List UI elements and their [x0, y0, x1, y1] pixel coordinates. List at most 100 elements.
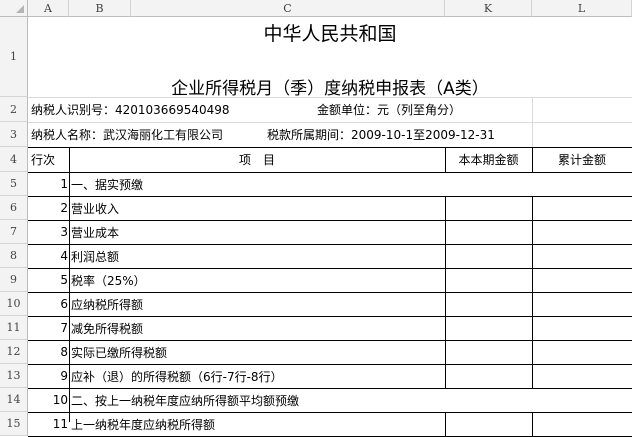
row-header[interactable]: 14 [0, 388, 28, 412]
cell-border [532, 364, 533, 388]
row-header[interactable]: 2 [0, 97, 28, 122]
row-header[interactable]: 7 [0, 220, 28, 244]
cumulative-amount-cell[interactable] [533, 221, 632, 244]
row-number: 9 [60, 369, 68, 383]
row-item: 营业收入 [71, 201, 120, 216]
cumulative-amount-cell[interactable] [533, 197, 632, 220]
row-header[interactable]: 11 [0, 316, 28, 340]
current-amount-cell[interactable] [446, 365, 532, 388]
column-header-a[interactable]: A [28, 0, 69, 17]
cell-border [532, 412, 533, 436]
cell-border [28, 412, 632, 413]
cell-border [532, 316, 533, 340]
tax-period: 税款所属期间：2009-10-1至2009-12-31 [267, 128, 495, 142]
row-header[interactable]: 3 [0, 122, 28, 147]
cumulative-amount-cell[interactable] [533, 269, 632, 292]
cell-border [28, 268, 632, 269]
row-number: 8 [60, 345, 68, 359]
cell-border [28, 340, 632, 341]
cell-border [445, 340, 446, 364]
current-amount-cell[interactable] [446, 197, 532, 220]
cell-border [69, 147, 70, 422]
cell-border [445, 268, 446, 292]
taxpayer-id: 纳税人识别号：420103669540498 [31, 103, 230, 117]
cell-border [445, 244, 446, 268]
cumulative-amount-cell[interactable] [533, 365, 632, 388]
cell-border [28, 172, 632, 173]
current-amount-cell[interactable] [446, 293, 532, 316]
row-number: 6 [60, 297, 68, 311]
row-number: 7 [60, 321, 68, 335]
select-all-corner[interactable] [0, 0, 28, 17]
cell-border [532, 340, 533, 364]
cell-border [532, 147, 533, 172]
current-amount-cell[interactable] [446, 245, 532, 268]
row-item: 二、按上一纳税年度应纳所得额平均额预缴 [71, 393, 300, 408]
row-number: 11 [52, 417, 68, 431]
header-current-amount: 本本期金额 [458, 153, 519, 167]
row-header[interactable]: 5 [0, 172, 28, 196]
row-item: 利润总额 [71, 249, 120, 264]
column-header-c[interactable]: C [131, 0, 445, 17]
cell-border [532, 244, 533, 268]
row-header[interactable]: 12 [0, 340, 28, 364]
cell-border [445, 220, 446, 244]
cell-border [445, 364, 446, 388]
cell-border [532, 220, 533, 244]
row-number: 10 [52, 393, 68, 407]
row-item: 应纳税所得额 [71, 297, 144, 312]
title-line-2: 企业所得税月（季）度纳税申报表（A类） [171, 78, 489, 99]
column-header-b[interactable]: B [69, 0, 131, 17]
current-amount-cell[interactable] [446, 317, 532, 340]
cumulative-amount-cell[interactable] [533, 245, 632, 268]
cumulative-amount-cell[interactable] [533, 413, 632, 436]
row-number: 2 [60, 201, 68, 215]
cell-border [28, 292, 632, 293]
cell-border [445, 147, 446, 172]
cell-border [28, 388, 632, 389]
current-amount-cell[interactable] [446, 341, 532, 364]
current-amount-cell[interactable] [446, 413, 532, 436]
row-header[interactable]: 6 [0, 196, 28, 220]
row-header[interactable]: 10 [0, 292, 28, 316]
current-amount-cell[interactable] [446, 269, 532, 292]
cumulative-amount-cell[interactable] [533, 293, 632, 316]
row-item: 实际已缴所得税额 [71, 345, 168, 360]
cumulative-amount-cell[interactable] [533, 341, 632, 364]
row-number: 1 [60, 177, 68, 191]
row-number: 4 [60, 249, 68, 263]
cell-border [445, 196, 446, 220]
taxpayer-name: 纳税人名称：武汉海丽化工有限公司 [31, 128, 224, 142]
row-header[interactable]: 4 [0, 147, 28, 172]
cumulative-amount-cell[interactable] [533, 317, 632, 340]
row-item: 税率（25%） [71, 273, 146, 288]
row-item: 上一纳税年度应纳税所得额 [71, 417, 216, 432]
row-header[interactable]: 15 [0, 412, 28, 436]
header-item: 项 目 [238, 153, 275, 167]
row-number: 3 [60, 225, 68, 239]
cell-border [28, 364, 632, 365]
row-item: 一、据实预缴 [71, 177, 144, 192]
cell-border [28, 316, 632, 317]
row-item: 减免所得税额 [71, 321, 144, 336]
title-line-1: 中华人民共和国 [263, 22, 397, 45]
row-header[interactable]: 9 [0, 268, 28, 292]
row-header[interactable]: 8 [0, 244, 28, 268]
current-amount-cell[interactable] [446, 221, 532, 244]
cell-border [28, 196, 632, 197]
header-cumulative-amount: 累计金额 [557, 153, 606, 167]
cell-border [445, 292, 446, 316]
cell-border [532, 268, 533, 292]
header-row-no: 行次 [31, 153, 56, 167]
column-header-l[interactable]: L [532, 0, 632, 17]
cell-border [445, 316, 446, 340]
column-header-k[interactable]: K [445, 0, 532, 17]
amount-unit: 金额单位：元（列至角分） [317, 103, 462, 117]
cell-border [28, 147, 632, 148]
row-header[interactable]: 1 [0, 17, 28, 97]
cell-border [532, 196, 533, 220]
cell-border [532, 292, 533, 316]
row-number: 5 [60, 273, 68, 287]
row-item: 应补（退）的所得税额（6行-7行-8行） [71, 369, 283, 384]
row-header[interactable]: 13 [0, 364, 28, 388]
